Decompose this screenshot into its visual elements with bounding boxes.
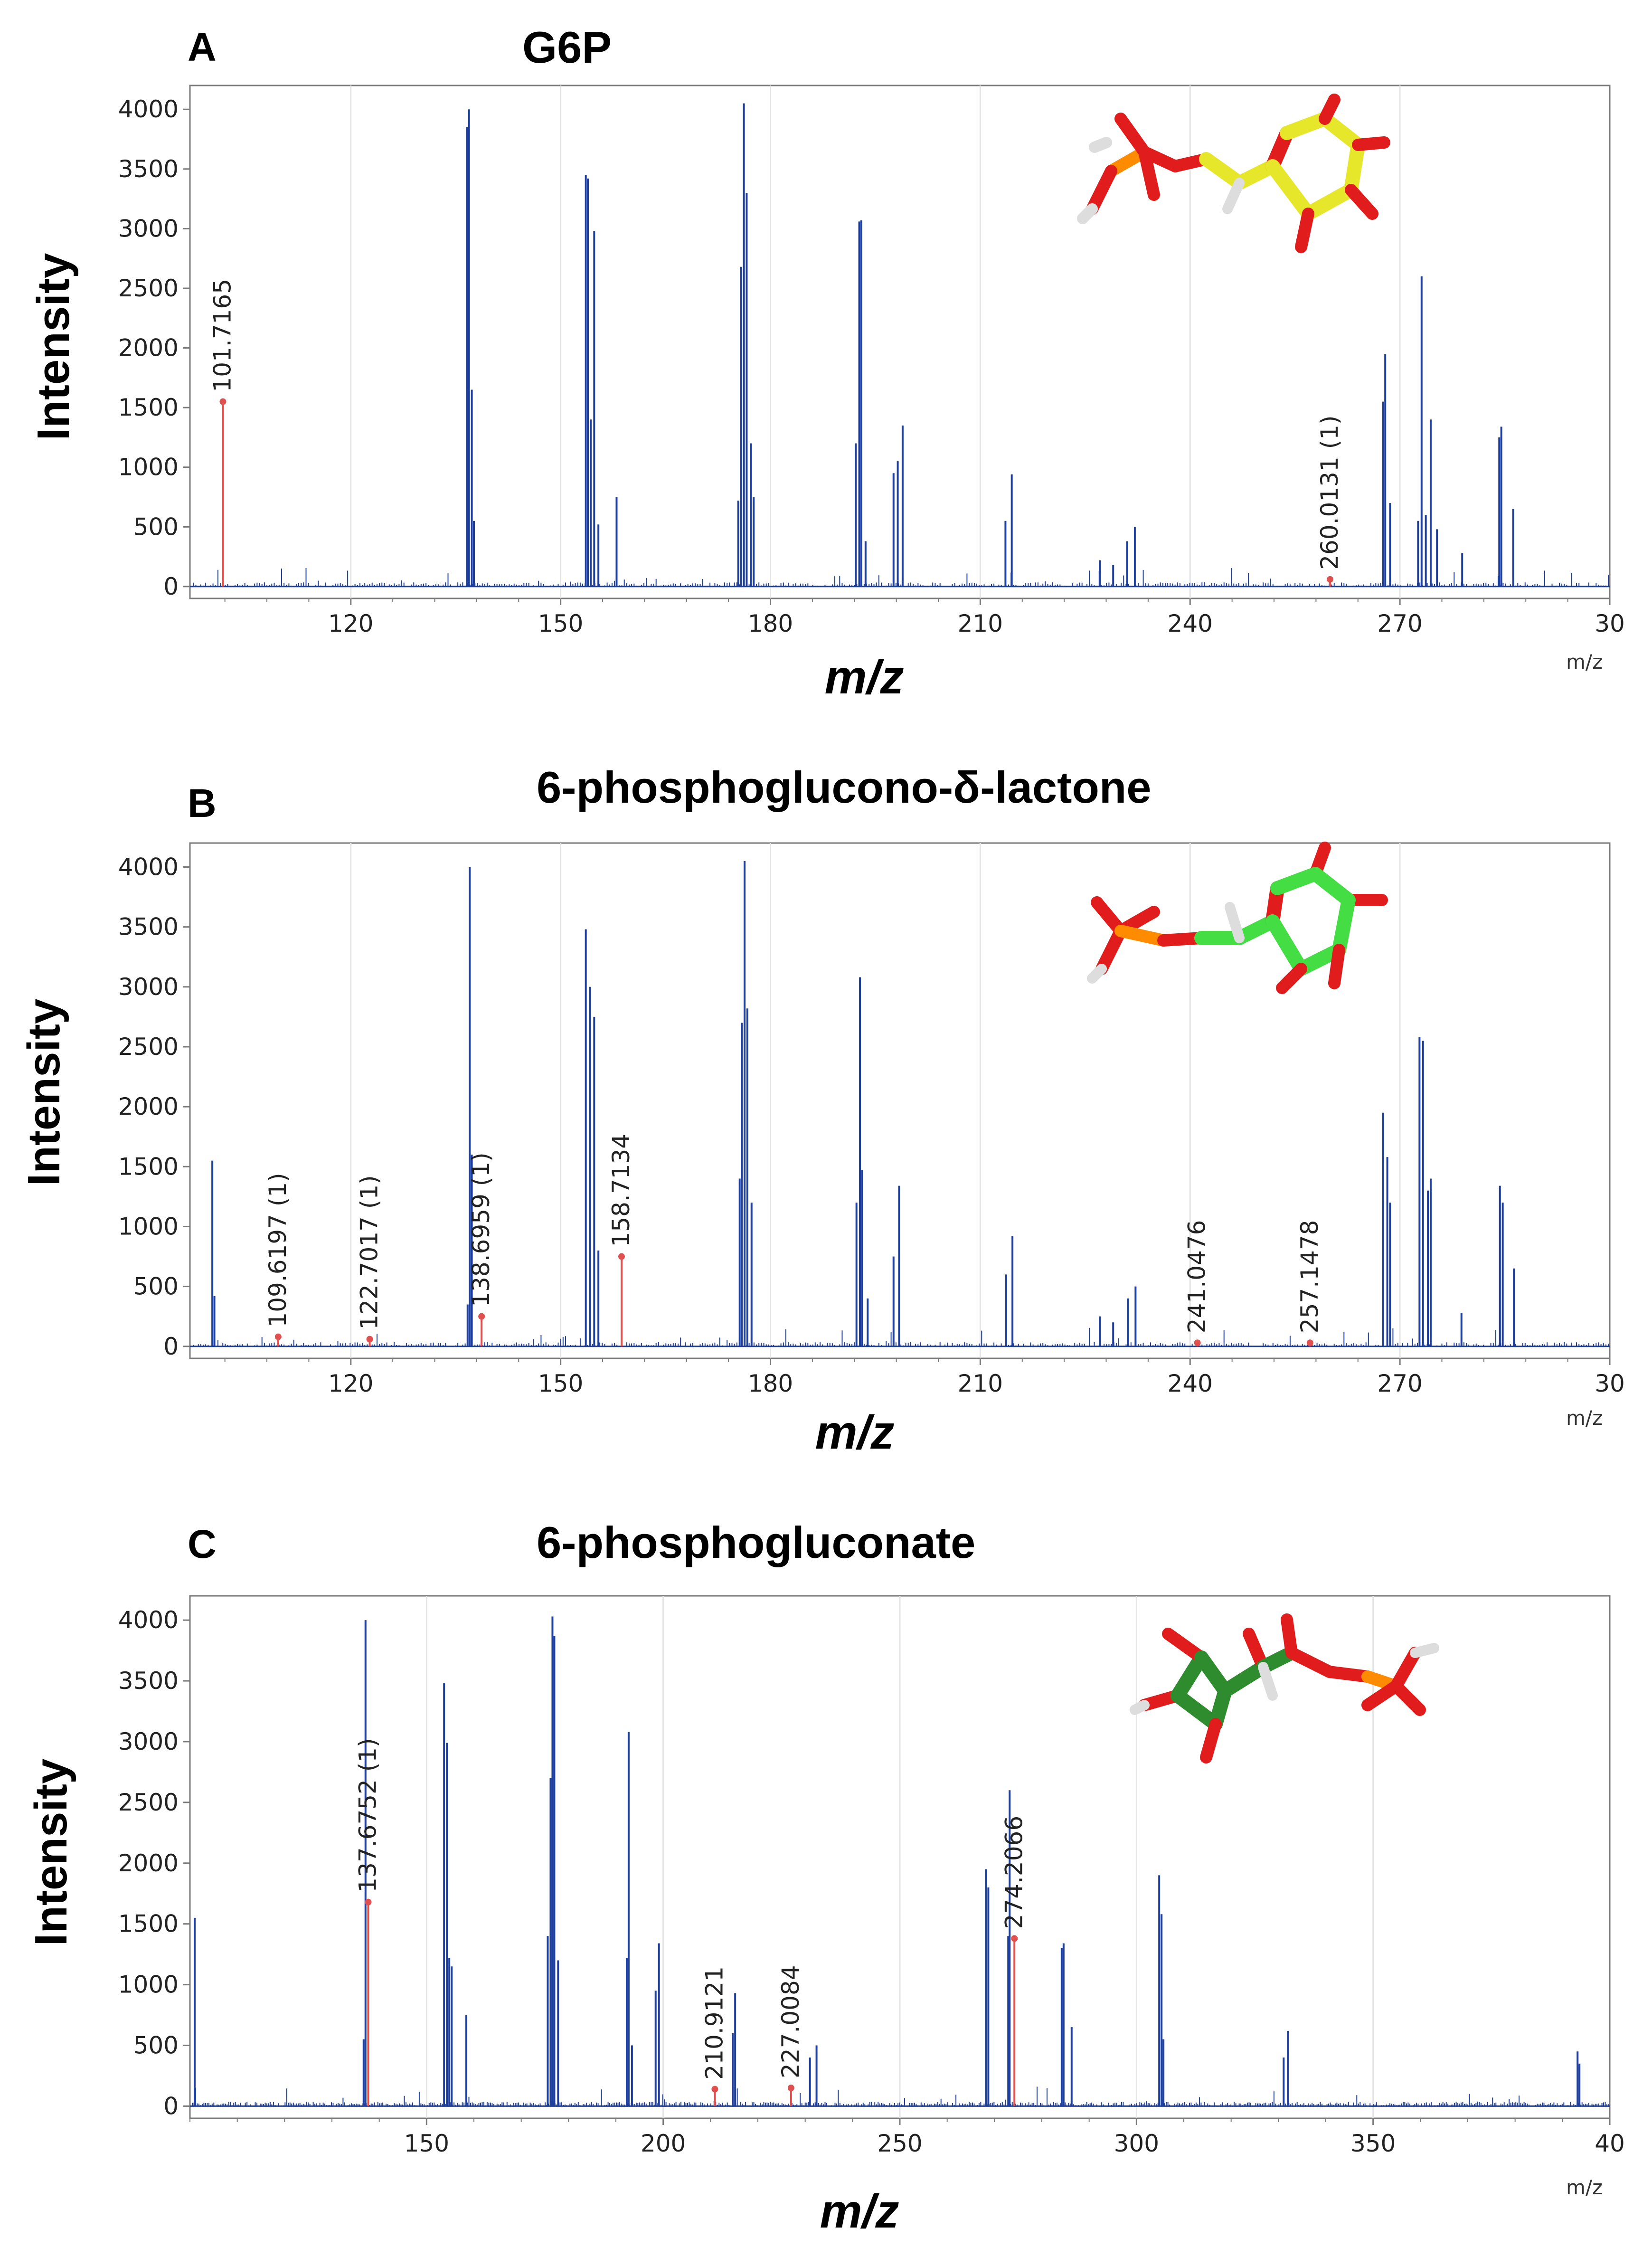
panel-c-y-axis-label: Intensity [26, 1759, 76, 1946]
panel-a-x-tick-label: 30 [1595, 610, 1625, 637]
panel-b-y-tick-label: 0 [163, 1333, 179, 1360]
panel-b-y-tick-label: 1500 [118, 1153, 179, 1180]
panel-c-y-tick-label: 2500 [118, 1789, 179, 1816]
panel-c-y-tick-label: 1500 [118, 1910, 179, 1938]
panel-b-peak-annotation: 158.7134 [607, 1134, 635, 1247]
panel-c-y-tick-label: 0 [163, 2092, 179, 2120]
panel-c-y-tick-label: 500 [133, 2032, 179, 2059]
panel-c-y-tick-label: 4000 [118, 1606, 179, 1634]
panel-b-peak-annotation: 241.0476 [1183, 1220, 1211, 1334]
panel-a-y-tick-label: 3500 [118, 155, 179, 183]
panel-c-y-tick-label: 3000 [118, 1728, 179, 1755]
panel-c-x-axis-label: m/z [820, 2185, 899, 2238]
panel-b-y-tick-label: 2000 [118, 1093, 179, 1120]
panel-b-letter: B [188, 781, 217, 825]
panel-b-x-tick-label: 270 [1377, 1370, 1422, 1397]
panel-b-peak-annotation: 109.6197 (1) [264, 1173, 292, 1327]
panel-b-highlighted-peak-marker [1194, 1339, 1201, 1346]
panel-b-x-tick-label: 120 [328, 1370, 373, 1397]
panel-c-x-tick-label: 40 [1595, 2130, 1625, 2157]
panel-c-peak-annotation: 137.6752 (1) [354, 1738, 382, 1892]
panel-b-x-tick-label: 240 [1168, 1370, 1213, 1397]
panel-a-peak-annotation: 260.0131 (1) [1316, 416, 1343, 570]
panel-c-molecule-inset [1130, 1613, 1439, 1763]
panel-b-molecule-inset [1087, 842, 1388, 994]
panel-a-x-tick-label: 120 [328, 610, 373, 637]
panel-a-y-tick-label: 2000 [118, 334, 179, 362]
panel-b: B 6-phosphoglucono-δ-lactone Intensity m… [19, 762, 1625, 1459]
panel-c-letter: C [188, 1522, 217, 1566]
panel-a-y-tick-label: 0 [163, 573, 179, 600]
panel-a-letter: A [188, 25, 217, 69]
panel-c-x-tick-label: 150 [404, 2130, 449, 2157]
panel-a-x-tick-label: 210 [958, 610, 1003, 637]
panel-c-peak-annotation: 210.9121 [700, 1966, 728, 2080]
panel-b-x-tick-label: 180 [748, 1370, 793, 1397]
panel-b-y-tick-label: 2500 [118, 1033, 179, 1061]
panel-a: A G6P Intensity m/z m/z 120 150 180 210 240 2… [28, 22, 1625, 704]
panel-c-x-tick-label: 350 [1350, 2130, 1396, 2157]
panel-a-highlighted-peak-marker [1327, 576, 1334, 583]
panel-b-highlighted-peak-marker [274, 1333, 282, 1340]
panel-b-highlighted-peak-marker [478, 1313, 485, 1320]
panel-b-peak-annotation: 122.7017 (1) [356, 1175, 383, 1329]
panel-a-y-tick-label: 3000 [118, 215, 179, 242]
panel-c-highlighted-peak-marker [365, 1898, 372, 1906]
panel-a-y-tick-label: 4000 [118, 95, 179, 123]
panel-b-y-tick-label: 3000 [118, 973, 179, 1001]
panel-a-y-axis-label: Intensity [28, 253, 79, 441]
panel-a-x-tick-label: 150 [538, 610, 583, 637]
panel-b-y-tick-label: 500 [133, 1273, 179, 1300]
panel-b-peak-annotation: 138.6959 (1) [467, 1152, 495, 1307]
panel-a-x-unit: m/z [1566, 650, 1603, 673]
panel-c-highlighted-peak-marker [1011, 1935, 1018, 1942]
panel-b-peak-annotation: 257.1478 [1296, 1220, 1323, 1334]
panel-a-y-tick-label: 500 [133, 513, 179, 540]
panel-c-x-tick-label: 250 [877, 2130, 922, 2157]
panel-c-y-tick-label: 1000 [118, 1971, 179, 1999]
panel-a-y-tick-label: 2500 [118, 275, 179, 302]
panel-b-highlighted-peak-marker [618, 1253, 625, 1260]
panel-c-highlighted-peak-marker [787, 2085, 794, 2092]
panel-b-x-axis-label: m/z [815, 1406, 895, 1459]
panel-c-y-tick-label: 2000 [118, 1849, 179, 1877]
panel-c-y-tick-label: 3500 [118, 1667, 179, 1695]
panel-c-x-tick-label: 200 [641, 2130, 686, 2157]
panel-c-x-tick-label: 300 [1114, 2130, 1159, 2157]
panel-b-highlighted-peak-marker [1306, 1339, 1313, 1346]
panel-a-y-tick-label: 1500 [118, 394, 179, 421]
panel-b-x-tick-label: 150 [538, 1370, 583, 1397]
panel-b-x-tick-label: 30 [1595, 1370, 1625, 1397]
panel-b-y-tick-label: 1000 [118, 1213, 179, 1240]
panel-a-highlighted-peak-marker [219, 398, 227, 405]
panel-c-title: 6-phosphogluconate [537, 1517, 975, 1567]
panel-c-peak-annotation: 274.2066 [1000, 1816, 1028, 1929]
panel-a-y-tick-label: 1000 [118, 454, 179, 481]
panel-a-peak-annotation: 101.7165 [209, 279, 236, 392]
panel-a-x-tick-label: 270 [1377, 610, 1422, 637]
panel-a-x-axis-label: m/z [825, 651, 904, 704]
panel-b-y-tick-label: 3500 [118, 913, 179, 941]
panel-a-molecule-inset [1077, 94, 1390, 253]
panel-c-x-unit: m/z [1566, 2176, 1603, 2199]
panel-c-peak-annotation: 227.0084 [777, 1965, 804, 2078]
panel-a-x-tick-label: 180 [748, 610, 793, 637]
panel-a-plot-frame [189, 85, 1611, 599]
panel-b-x-unit: m/z [1566, 1406, 1603, 1430]
panel-a-x-tick-label: 240 [1168, 610, 1213, 637]
panel-b-x-tick-label: 210 [958, 1370, 1003, 1397]
panel-c: C 6-phosphogluconate Intensity m/z m/z 1… [26, 1517, 1625, 2238]
panel-b-highlighted-peak-marker [366, 1336, 373, 1343]
panel-c-highlighted-peak-marker [711, 2086, 718, 2093]
panel-b-title: 6-phosphoglucono-δ-lactone [537, 762, 1152, 812]
panel-b-y-tick-label: 4000 [118, 853, 179, 881]
panel-a-title: G6P [522, 22, 612, 72]
panel-b-y-axis-label: Intensity [19, 999, 69, 1186]
